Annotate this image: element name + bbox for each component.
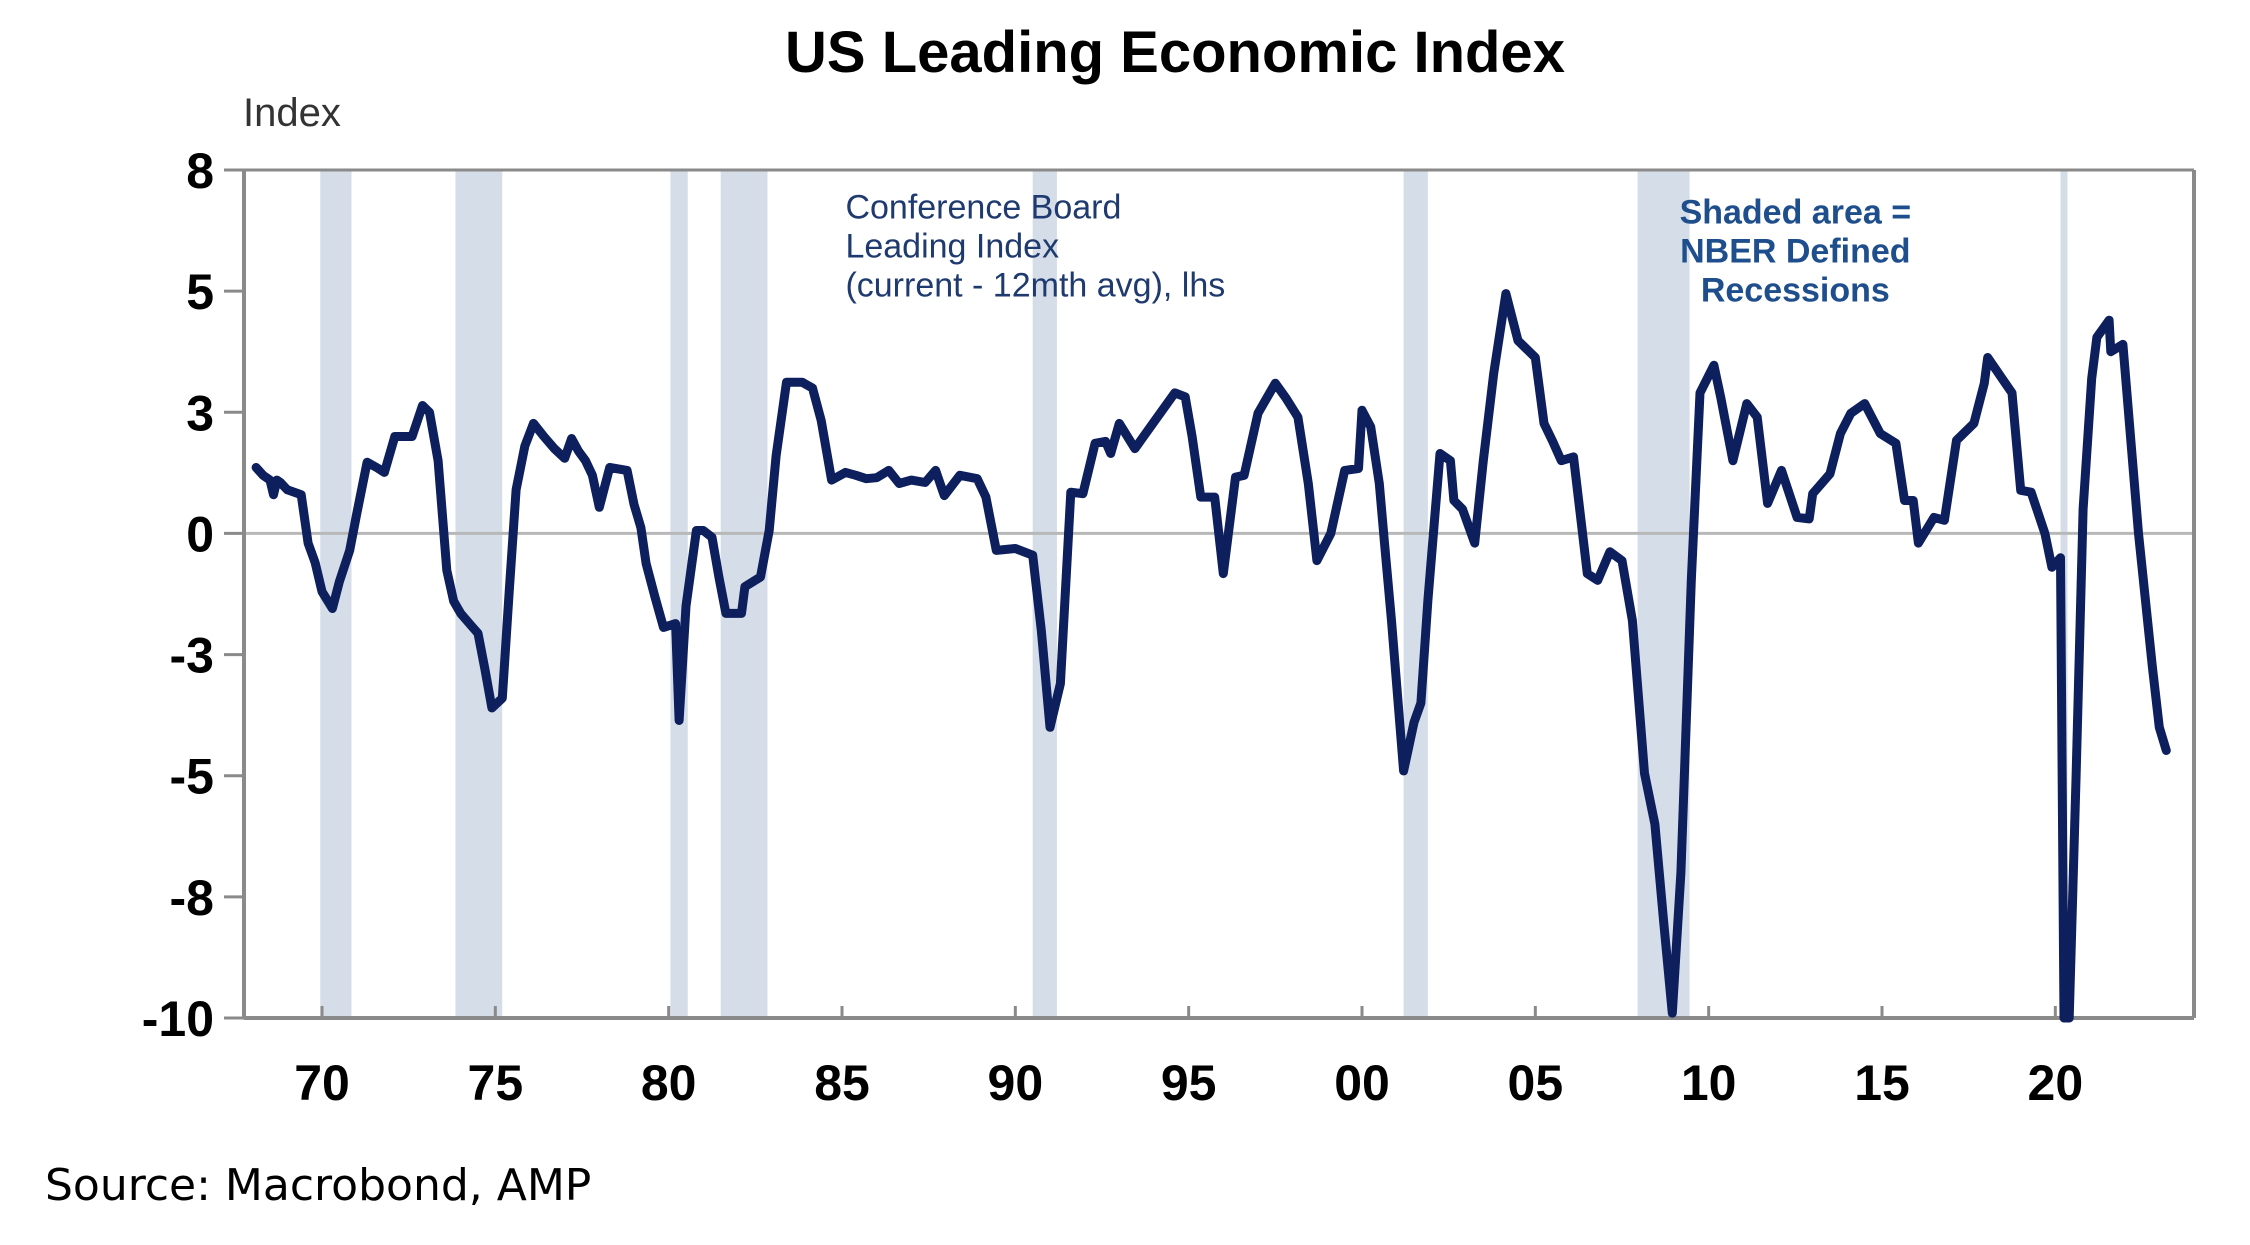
x-tick-label: 10 — [1681, 1055, 1737, 1111]
y-tick-label: -8 — [170, 870, 214, 926]
x-tick-label: 75 — [468, 1055, 524, 1111]
x-tick-label: 15 — [1854, 1055, 1910, 1111]
x-tick-label: 05 — [1508, 1055, 1564, 1111]
x-tick-label: 90 — [988, 1055, 1044, 1111]
series-line-leading-index — [251, 289, 2171, 1023]
y-tick-label: 8 — [186, 143, 214, 199]
series-label-line: (current - 12mth avg), lhs — [845, 266, 1225, 304]
series-label-line: Conference Board — [845, 188, 1121, 226]
y-tick-label: -5 — [170, 749, 214, 805]
y-axis-label: Index — [243, 91, 341, 135]
y-axis: 8 5 3 0 -3 -5 -8 -10 — [142, 143, 244, 1047]
chart-title: US Leading Economic Index — [785, 20, 1565, 85]
y-tick-label: -10 — [142, 991, 214, 1047]
x-tick-label: 80 — [641, 1055, 697, 1111]
recession-band — [455, 170, 503, 1018]
recession-note-line: Recessions — [1701, 271, 1890, 309]
x-tick-label: 85 — [814, 1055, 870, 1111]
x-axis: 70 75 80 85 90 95 00 05 10 15 20 — [294, 1006, 2083, 1111]
x-tick-label: 00 — [1334, 1055, 1390, 1111]
recession-note-line: NBER Defined — [1680, 232, 1910, 270]
y-tick-label: 3 — [186, 385, 214, 441]
recession-band — [1403, 170, 1428, 1018]
x-tick-label: 70 — [294, 1055, 350, 1111]
y-tick-label: 0 — [186, 506, 214, 562]
source-note: Source: Macrobond, AMP — [45, 1160, 591, 1211]
plot-frame — [242, 168, 2196, 1020]
series-label-line: Leading Index — [845, 227, 1059, 265]
y-tick-label: 5 — [186, 264, 214, 320]
y-tick-label: -3 — [170, 628, 214, 684]
x-tick-label: 95 — [1161, 1055, 1217, 1111]
recession-band — [670, 170, 688, 1018]
x-tick-label: 20 — [2028, 1055, 2084, 1111]
recession-note-line: Shaded area = — [1680, 193, 1912, 231]
